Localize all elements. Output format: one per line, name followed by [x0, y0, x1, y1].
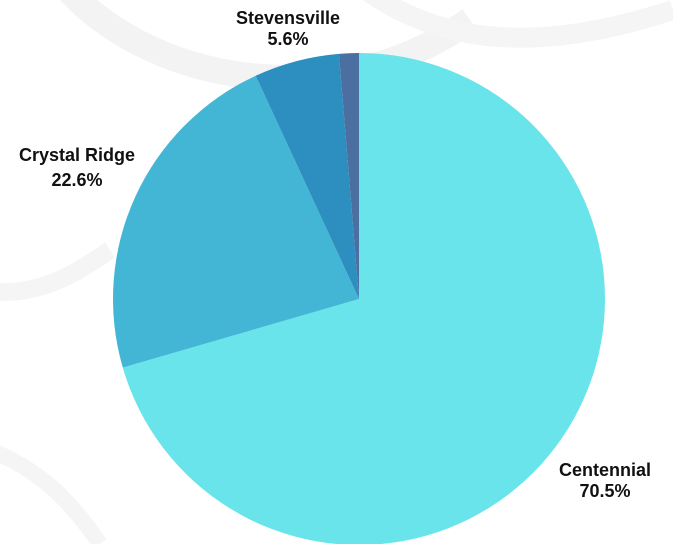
pie-slice-crystal-ridge: [113, 75, 360, 368]
pie-slices: [113, 53, 605, 544]
slice-percent-crystal-ridge: 22.6%: [51, 170, 102, 190]
slice-percent-stevensville: 5.6%: [267, 29, 308, 49]
pie-slice-stevensville: [255, 53, 359, 299]
slice-label-stevensville: Stevensville: [236, 8, 340, 28]
pie-slice-centennial: [122, 53, 605, 544]
slice-label-centennial: Centennial: [559, 460, 651, 480]
slice-label-crystal-ridge: Crystal Ridge: [19, 145, 135, 165]
pie-slice-unlabeled: [338, 53, 359, 299]
slice-percent-centennial: 70.5%: [579, 481, 630, 501]
